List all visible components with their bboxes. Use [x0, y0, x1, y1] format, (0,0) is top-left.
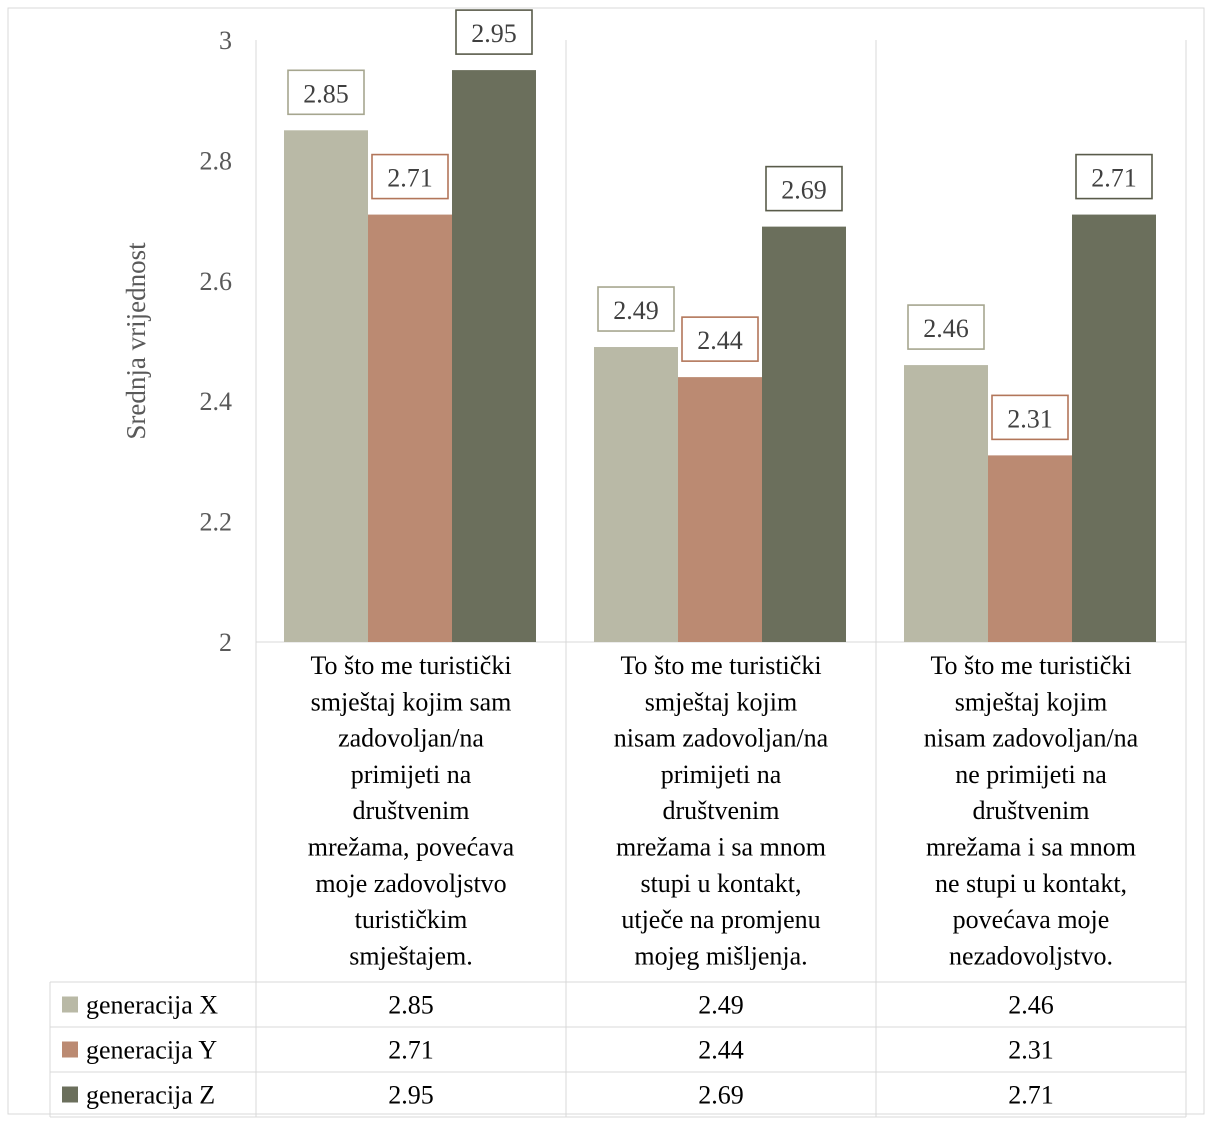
- category-label-line: mojeg mišljenja.: [634, 941, 807, 970]
- data-label-box: [907, 304, 985, 350]
- data-label-box: [991, 394, 1069, 441]
- category-label-line: društvenim: [353, 796, 470, 825]
- data-label: 2.46: [923, 314, 969, 343]
- bar: [904, 365, 988, 642]
- table-cell-value: 2.71: [1008, 1081, 1054, 1110]
- y-tick-label: 2.2: [200, 508, 233, 537]
- y-tick-label: 2: [219, 628, 232, 657]
- legend-label: generacija Z: [86, 1081, 215, 1110]
- category-label-line: smještajem.: [349, 941, 472, 970]
- legend-key: [62, 1041, 78, 1058]
- bar: [594, 347, 678, 642]
- legend-key: [62, 996, 78, 1013]
- data-label: 2.71: [387, 164, 433, 193]
- bar: [284, 130, 368, 643]
- category-label-line: mrežama, povećava: [308, 833, 515, 862]
- category-label-line: nezadovoljstvo.: [949, 941, 1113, 970]
- data-label-box: [597, 286, 675, 332]
- category-label: To što me turistički smještaj kojim nisam …: [614, 651, 829, 970]
- category-label-line: moje zadovoljstvo: [315, 869, 506, 898]
- category-label-line: To što me turistički: [310, 651, 511, 680]
- data-label-box: [371, 153, 449, 200]
- bar: [452, 70, 536, 643]
- category-label-line: društvenim: [973, 796, 1090, 825]
- data-label: 2.49: [613, 296, 659, 325]
- category-label-line: turističkim: [355, 905, 468, 934]
- category-label-line: primijeti na: [661, 760, 782, 789]
- category-label-line: smještaj kojim: [955, 687, 1107, 716]
- table-cell-value: 2.85: [388, 991, 434, 1020]
- y-tick-label: 2.4: [200, 387, 233, 416]
- table-cell-value: 2.95: [388, 1081, 434, 1110]
- category-label-line: nisam zadovoljan/na: [614, 724, 829, 753]
- table-cell-value: 2.71: [388, 1036, 434, 1065]
- legend-label: generacija Y: [86, 1036, 217, 1065]
- table-cell-value: 2.44: [698, 1036, 744, 1065]
- category-label-line: ne stupi u kontakt,: [935, 869, 1127, 898]
- category-label-line: povećava moje: [953, 905, 1110, 934]
- legend-label: generacija X: [86, 991, 218, 1020]
- category-label-line: smještaj kojim sam: [311, 687, 512, 716]
- category-label-line: primijeti na: [351, 760, 472, 789]
- y-axis-title: Srednja vrijednost: [121, 242, 151, 440]
- data-label-box: [1075, 153, 1153, 200]
- category-label-line: zadovoljan/na: [338, 724, 484, 753]
- category-label-line: mrežama i sa mnom: [926, 833, 1136, 862]
- bar: [762, 226, 846, 642]
- bar: [678, 377, 762, 642]
- y-tick-label: 3: [219, 26, 232, 55]
- category-label-line: To što me turistički: [930, 651, 1131, 680]
- data-label: 2.31: [1007, 404, 1053, 433]
- category-label-line: društvenim: [663, 796, 780, 825]
- bar: [988, 455, 1072, 642]
- category-label-line: stupi u kontakt,: [640, 869, 801, 898]
- data-label: 2.95: [471, 19, 517, 48]
- bar: [1072, 214, 1156, 642]
- category-label-line: ne primijeti na: [955, 760, 1107, 789]
- table-cell-value: 2.46: [1008, 991, 1054, 1020]
- data-label-box: [287, 69, 365, 116]
- category-label-line: utječe na promjenu: [621, 905, 820, 934]
- table-cell-value: 2.49: [698, 991, 744, 1020]
- y-tick-label: 2.8: [200, 146, 233, 175]
- category-label-line: To što me turistički: [620, 651, 821, 680]
- data-label-box: [681, 316, 759, 362]
- category-label-line: mrežama i sa mnom: [616, 833, 826, 862]
- data-label-box: [455, 9, 533, 55]
- data-label: 2.71: [1091, 164, 1137, 193]
- data-label-box: [765, 165, 843, 212]
- bar: [368, 214, 452, 642]
- data-label: 2.69: [781, 176, 827, 205]
- table-cell-value: 2.31: [1008, 1036, 1054, 1065]
- data-label: 2.85: [303, 79, 349, 108]
- y-tick-label: 2.6: [200, 267, 233, 296]
- category-label-line: smještaj kojim: [645, 687, 797, 716]
- legend-key: [62, 1086, 78, 1103]
- category-label-line: nisam zadovoljan/na: [924, 724, 1139, 753]
- category-label: To što me turistički smještaj kojim nisam …: [924, 651, 1139, 970]
- category-label: To što me turistički smještaj kojim sam za…: [308, 651, 515, 970]
- table-cell-value: 2.69: [698, 1081, 744, 1110]
- data-label: 2.44: [697, 326, 743, 355]
